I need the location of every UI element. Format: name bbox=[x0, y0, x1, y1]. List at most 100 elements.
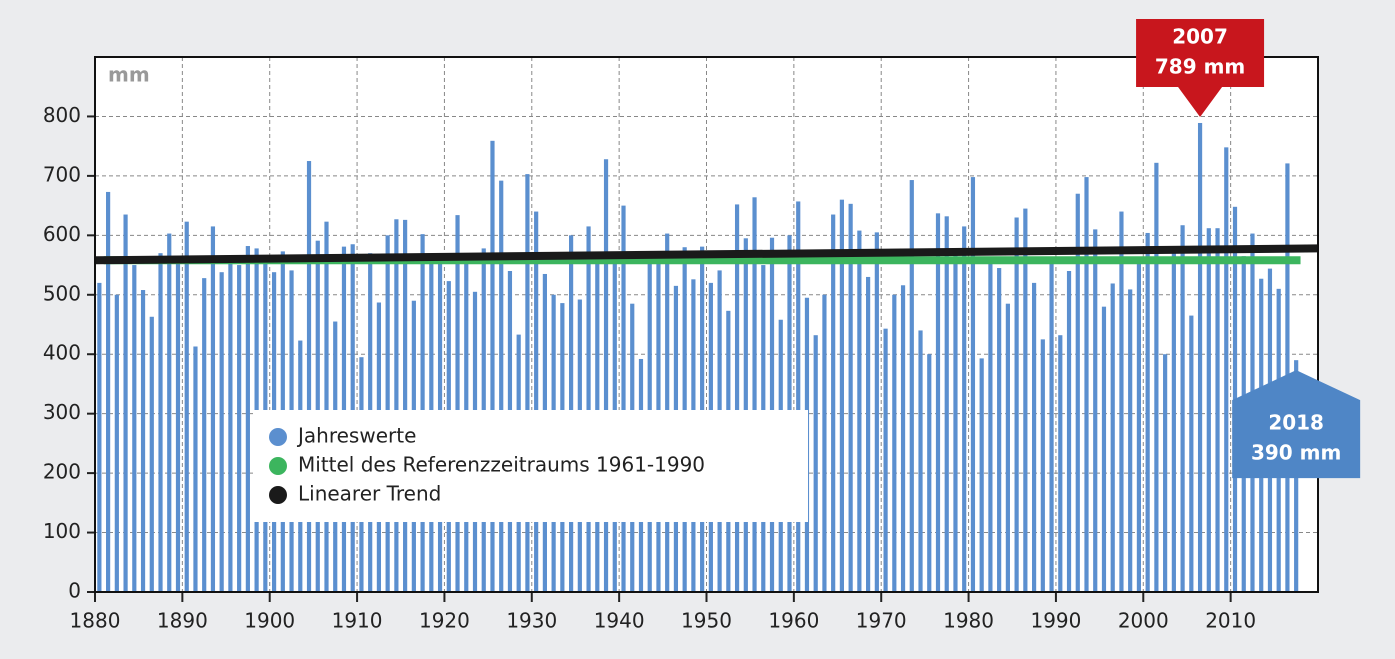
bar bbox=[1101, 306, 1107, 592]
bar bbox=[586, 226, 591, 592]
annotation-year: 2018 bbox=[1268, 411, 1324, 435]
bar bbox=[1180, 225, 1185, 592]
bar bbox=[918, 330, 923, 592]
bar bbox=[1154, 162, 1159, 593]
bar bbox=[245, 246, 250, 593]
bar bbox=[1075, 193, 1080, 592]
bar bbox=[403, 219, 408, 592]
bar bbox=[534, 211, 539, 593]
bar bbox=[1163, 354, 1168, 592]
bar bbox=[499, 180, 504, 592]
bar bbox=[1110, 283, 1115, 592]
y-tick-label: 200 bbox=[43, 460, 81, 484]
y-tick-label: 100 bbox=[43, 519, 81, 543]
plot-border bbox=[94, 56, 1319, 593]
bar bbox=[892, 294, 897, 592]
bar bbox=[997, 268, 1002, 592]
bar bbox=[962, 226, 967, 592]
bar bbox=[988, 262, 993, 592]
bar bbox=[1136, 259, 1142, 592]
bar bbox=[970, 177, 976, 593]
bar bbox=[813, 335, 818, 592]
bar bbox=[909, 180, 914, 593]
bar bbox=[621, 205, 626, 592]
bar bbox=[953, 248, 958, 592]
bar bbox=[1014, 217, 1019, 592]
y-tick-label: 0 bbox=[68, 579, 81, 603]
bar bbox=[525, 174, 530, 592]
legend-marker bbox=[269, 486, 287, 504]
annotation-value: 390 mm bbox=[1251, 441, 1341, 465]
bar bbox=[1093, 229, 1098, 592]
bar bbox=[1023, 208, 1028, 593]
x-tick-label: 1950 bbox=[681, 609, 732, 633]
bar bbox=[1224, 147, 1229, 592]
bar bbox=[237, 265, 242, 592]
y-tick-label: 800 bbox=[43, 103, 81, 127]
annotation-value: 789 mm bbox=[1155, 54, 1245, 78]
bar bbox=[219, 272, 224, 592]
bar bbox=[394, 219, 399, 593]
bar bbox=[167, 233, 172, 593]
legend-marker bbox=[269, 428, 287, 446]
x-tick-label: 1920 bbox=[419, 609, 470, 633]
bar bbox=[1206, 228, 1211, 592]
bar bbox=[175, 256, 181, 592]
bar bbox=[944, 216, 949, 593]
bar bbox=[228, 256, 233, 592]
bar bbox=[1171, 247, 1176, 592]
bar bbox=[796, 201, 801, 592]
x-tick-label: 1960 bbox=[768, 609, 819, 633]
legend-label: Linearer Trend bbox=[298, 482, 441, 506]
annotation-year: 2007 bbox=[1172, 24, 1228, 48]
bar bbox=[1145, 232, 1150, 592]
bar bbox=[193, 346, 198, 592]
bar bbox=[822, 294, 827, 592]
line bbox=[94, 244, 1319, 265]
bar bbox=[831, 214, 836, 592]
bar bbox=[202, 278, 207, 592]
bar bbox=[839, 199, 845, 592]
x-tick-label: 1930 bbox=[506, 609, 557, 633]
x-tick-label: 2000 bbox=[1118, 609, 1169, 633]
annotation-callout bbox=[1232, 370, 1361, 479]
bar bbox=[979, 358, 984, 592]
bar bbox=[1066, 271, 1072, 592]
x-tick-label: 1970 bbox=[856, 609, 907, 633]
x-tick-label: 2010 bbox=[1205, 609, 1256, 633]
bar bbox=[1215, 228, 1220, 592]
y-tick-label: 700 bbox=[43, 162, 81, 186]
y-tick-label: 300 bbox=[43, 400, 81, 424]
bar bbox=[1128, 289, 1133, 592]
x-tick-label: 1940 bbox=[594, 609, 645, 633]
bar bbox=[490, 140, 495, 593]
bar bbox=[210, 226, 216, 592]
bar bbox=[455, 215, 460, 592]
bar bbox=[1005, 303, 1010, 592]
annotation: 2007 789 mm bbox=[1136, 18, 1265, 117]
bar bbox=[184, 221, 189, 592]
x-tick-label: 1880 bbox=[70, 609, 121, 633]
bar bbox=[866, 276, 871, 592]
bar bbox=[132, 265, 137, 592]
bar bbox=[1049, 259, 1054, 592]
bar bbox=[900, 285, 906, 592]
bar bbox=[603, 159, 609, 592]
annotation: 2018 390 mm bbox=[1232, 370, 1361, 479]
bar bbox=[149, 316, 154, 592]
bar bbox=[123, 214, 128, 592]
x-tick-label: 1890 bbox=[157, 609, 208, 633]
legend-label: Mittel des Referenzzeitraums 1961-1990 bbox=[298, 453, 705, 477]
bar bbox=[1031, 282, 1037, 592]
legend-marker bbox=[269, 457, 287, 475]
y-tick-label: 600 bbox=[43, 222, 81, 246]
bar bbox=[883, 328, 888, 592]
bar bbox=[935, 213, 941, 593]
bar bbox=[874, 232, 879, 592]
bar bbox=[1197, 122, 1203, 592]
bar bbox=[306, 161, 312, 592]
bar bbox=[857, 230, 862, 593]
bar bbox=[158, 253, 163, 592]
y-tick-label: 500 bbox=[43, 281, 81, 305]
y-tick-label: 400 bbox=[43, 341, 81, 365]
